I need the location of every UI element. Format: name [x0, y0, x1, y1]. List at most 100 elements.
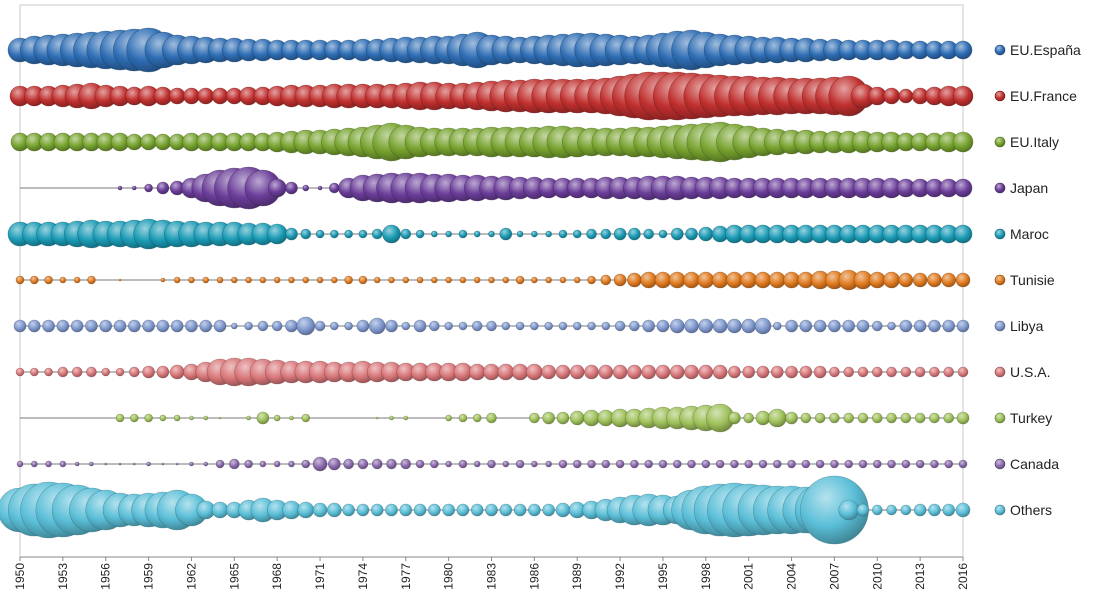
data-bubble — [356, 503, 370, 517]
data-bubble — [883, 271, 900, 289]
data-bubble — [586, 228, 597, 240]
x-tick-label: 1983 — [485, 563, 499, 590]
data-bubble — [356, 319, 370, 333]
data-bubble — [386, 458, 397, 470]
data-bubble — [513, 503, 527, 517]
legend-label: Japan — [1010, 180, 1048, 196]
data-bubble — [799, 319, 813, 333]
data-bubble — [118, 278, 122, 282]
data-bubble — [328, 457, 341, 471]
data-bubble — [373, 276, 381, 284]
data-bubble — [159, 414, 167, 422]
data-bubble — [458, 459, 468, 469]
data-bubble — [615, 459, 625, 469]
data-bubble — [144, 413, 153, 423]
legend-marker — [994, 44, 1006, 56]
data-bubble — [402, 276, 410, 284]
data-bubble — [285, 227, 298, 241]
data-bubble — [344, 321, 353, 331]
data-bubble — [302, 184, 310, 192]
data-bubble — [266, 223, 288, 245]
data-bubble — [698, 364, 714, 380]
data-bubble — [901, 459, 911, 469]
data-bubble — [486, 320, 497, 332]
data-bubble — [358, 229, 368, 239]
data-bubble — [913, 503, 927, 517]
data-bubble — [697, 271, 715, 289]
data-bubble — [473, 230, 481, 238]
data-bubble — [126, 133, 143, 151]
data-bubble — [627, 272, 642, 288]
x-tick-label: 1950 — [13, 563, 27, 590]
data-bubble — [741, 318, 756, 334]
data-bubble — [927, 272, 942, 288]
data-bubble — [431, 230, 438, 238]
data-bubble — [629, 320, 640, 332]
legend-marker — [994, 366, 1006, 378]
data-bubble — [213, 319, 227, 333]
data-bubble — [572, 321, 582, 331]
data-bubble — [955, 272, 971, 288]
x-tick-label: 2001 — [742, 563, 756, 590]
legend-label: EU.France — [1010, 88, 1077, 104]
data-bubble — [113, 319, 127, 333]
data-bubble — [285, 319, 298, 333]
data-bubble — [188, 276, 195, 284]
data-bubble — [218, 416, 222, 420]
data-bubble — [400, 228, 412, 240]
data-bubble — [898, 88, 914, 104]
data-bubble — [668, 271, 686, 289]
data-bubble — [569, 364, 585, 380]
data-bubble — [687, 459, 696, 469]
data-bubble — [358, 275, 368, 285]
series-row — [16, 456, 968, 472]
data-bubble — [799, 365, 813, 379]
data-bubble — [643, 228, 654, 240]
data-bubble — [558, 321, 568, 331]
data-bubble — [683, 271, 700, 289]
data-bubble — [843, 366, 855, 378]
data-bubble — [85, 319, 98, 333]
data-bubble — [169, 364, 185, 380]
data-bubble — [871, 412, 883, 424]
data-bubble — [401, 321, 411, 331]
data-bubble — [288, 460, 295, 468]
data-bubble — [783, 271, 800, 289]
data-bubble — [302, 276, 310, 284]
data-bubble — [142, 365, 155, 379]
data-bubble — [44, 275, 53, 285]
data-bubble — [375, 416, 379, 420]
data-bubble — [403, 415, 409, 421]
data-bubble — [133, 462, 136, 466]
data-bubble — [415, 229, 425, 239]
data-bubble — [429, 320, 440, 332]
x-tick-label: 1971 — [313, 563, 327, 590]
legend-marker — [994, 504, 1006, 516]
data-bubble — [658, 229, 668, 239]
data-bubble — [216, 276, 224, 284]
data-bubble — [829, 366, 840, 378]
data-bubble — [486, 412, 497, 424]
data-bubble — [953, 224, 973, 244]
data-bubble — [211, 87, 229, 105]
data-bubble — [556, 411, 570, 425]
data-bubble — [953, 40, 973, 60]
x-tick-label: 1977 — [399, 563, 413, 590]
data-bubble — [331, 276, 338, 284]
data-bubble — [101, 367, 111, 377]
data-bubble — [285, 181, 298, 195]
data-bubble — [528, 503, 541, 517]
data-bubble — [368, 317, 386, 335]
data-bubble — [601, 321, 611, 331]
data-bubble — [342, 503, 355, 517]
data-bubble — [767, 408, 787, 428]
data-bubble — [857, 412, 869, 424]
data-bubble — [785, 411, 798, 425]
data-bubble — [45, 460, 52, 468]
data-bubble — [712, 318, 728, 334]
data-bubble — [756, 365, 770, 379]
data-bubble — [29, 275, 39, 285]
data-bubble — [259, 276, 267, 284]
data-bubble — [156, 365, 170, 379]
data-bubble — [104, 462, 108, 466]
